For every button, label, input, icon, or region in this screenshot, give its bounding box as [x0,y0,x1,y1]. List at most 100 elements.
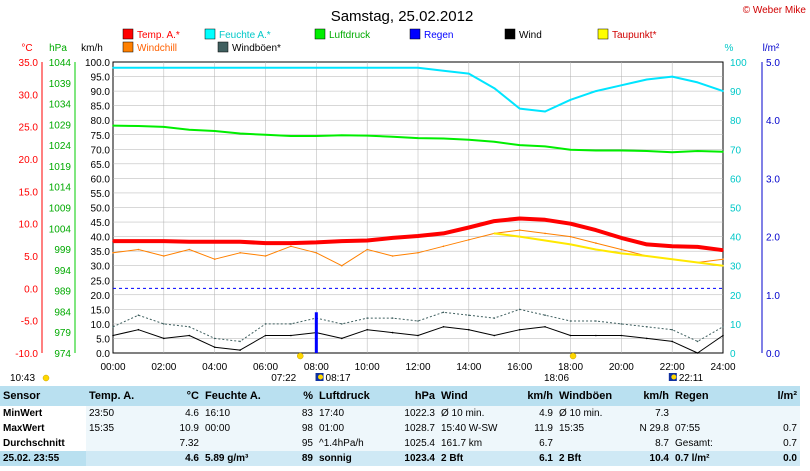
data-point [595,242,597,244]
data-point [442,245,445,248]
series-group [112,66,724,354]
data-point [569,148,572,151]
stats-cell: 6.1 [504,451,556,466]
time-tick-label: 18:00 [558,362,583,373]
stats-header-cell: Luftdruck [316,386,386,406]
sun-icon [42,374,50,382]
temp-tick-label: -5.0 [21,317,39,328]
moonrise-time: 08:17 [326,373,351,384]
data-point [468,328,470,331]
stats-header-cell: Wind [438,386,504,406]
legend-label: Taupunkt* [612,30,657,41]
data-point [239,132,241,135]
stats-row: MinWert 23:50 4.6 16:10 83 17:40 1022.3 Ø 10 mi… [0,406,800,421]
stats-cell: 7.3 [622,406,672,421]
data-point [137,314,140,317]
stats-cell: 23:50 [86,406,148,421]
data-point [493,334,496,337]
chart-legend: Temp. A.* Feuchte A.* Luftdruck Regen Wind Ta… [122,28,657,54]
data-point [163,67,165,69]
data-point [417,235,419,237]
time-tick-label: 06:00 [253,362,278,373]
data-point [544,145,546,148]
data-point [671,75,673,78]
humidity-tick-label: 40 [730,233,742,244]
data-point [696,352,699,354]
data-point [671,328,673,331]
data-point [671,258,673,261]
stats-cell: 16:10 [202,406,264,421]
rain-tick-label: 3.0 [766,174,780,185]
stats-row-label: MaxWert [3,423,45,434]
legend-swatch [504,28,516,40]
stats-row: MaxWert 15:35 10.9 00:00 98 01:00 1028.7 15:40 … [0,421,800,436]
data-point [264,323,267,325]
data-point [569,320,572,322]
data-point [239,252,241,254]
data-point [442,137,445,140]
data-point [620,252,623,255]
moon-crescent [318,374,324,380]
data-point [620,237,623,239]
time-tick-label: 22:00 [660,362,685,373]
axes-group: °C hPa km/h% l/m² 35.0 30.0 25.0 20.0 15.0 10.0 5.… [15,43,780,373]
data-point [366,239,369,242]
stats-cell: 10.4 [622,451,672,466]
rain-bar [314,312,318,353]
legend-swatch [409,28,421,40]
stats-header-cell: km/h [504,386,556,406]
weather-chart: Samstag, 25.02.2012 © Weber Mike Temp. A… [10,5,807,384]
legend-label: Luftdruck [329,30,371,41]
data-point [213,258,216,261]
legend-swatch [204,28,216,40]
stats-cell: 01:00 [316,421,386,436]
data-point [137,125,140,127]
data-point [417,137,419,139]
data-point [341,240,343,242]
data-point [341,264,343,267]
data-point [290,245,292,248]
data-point [722,90,724,92]
data-point [239,67,241,69]
data-point [163,126,165,128]
wind-tick-label: 65.0 [91,160,111,171]
temp-tick-label: 20.0 [19,155,39,166]
stats-cell [86,451,148,466]
data-point [544,326,546,328]
data-point [569,222,572,225]
data-point [341,323,343,325]
temp-tick-label: -10.0 [15,349,38,360]
pressure-tick-label: 984 [54,307,71,318]
copyright-text: © Weber Mike [743,5,807,16]
stats-cell: 10.9 [148,421,202,436]
stats-cell: 11.9 [504,421,556,436]
humidity-tick-label: 30 [730,262,742,273]
data-point [442,69,445,72]
wind-tick-label: 0.0 [96,349,110,360]
humidity-tick-label: 100 [730,58,747,69]
data-point [518,308,521,311]
data-point [620,84,623,87]
humidity-tick-label: 70 [730,145,742,156]
data-point [366,248,369,251]
data-point [188,326,191,328]
data-point [722,264,724,267]
series-line [494,232,724,267]
gridlines [113,62,723,353]
legend-label: Temp. A.* [137,30,180,41]
data-point [341,67,343,69]
data-point [417,252,419,254]
data-point [341,337,343,340]
rain-tick-label: 1.0 [766,291,780,302]
data-point [366,328,369,331]
stats-cell: 15:40 W-SW [438,421,504,436]
stats-cell: 1022.3 [386,406,438,421]
data-point [595,90,597,92]
data-point [315,135,318,137]
data-point [544,232,546,235]
temp-tick-label: 30.0 [19,90,39,101]
stats-cell [556,436,622,451]
data-point [366,134,369,137]
stats-header-cell: Sensor [0,386,86,406]
sunrise-time: 07:22 [271,373,296,384]
